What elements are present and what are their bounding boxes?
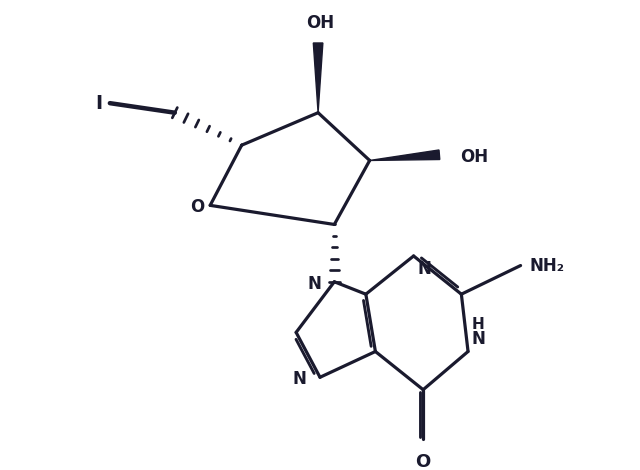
Text: O: O bbox=[415, 453, 431, 470]
Text: NH₂: NH₂ bbox=[530, 257, 565, 274]
Text: N: N bbox=[472, 329, 486, 348]
Polygon shape bbox=[314, 43, 323, 113]
Text: H: H bbox=[472, 317, 484, 332]
Text: N: N bbox=[307, 274, 321, 293]
Text: N: N bbox=[292, 370, 307, 388]
Text: OH: OH bbox=[306, 14, 334, 31]
Polygon shape bbox=[370, 150, 440, 160]
Text: I: I bbox=[95, 94, 102, 113]
Text: N: N bbox=[417, 260, 431, 278]
Text: O: O bbox=[189, 198, 204, 216]
Text: OH: OH bbox=[460, 148, 488, 165]
